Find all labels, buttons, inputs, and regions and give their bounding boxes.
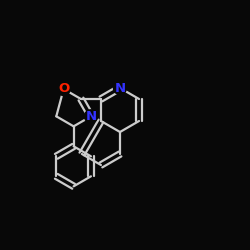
Text: N: N	[114, 82, 126, 94]
Circle shape	[57, 82, 70, 96]
Circle shape	[114, 82, 126, 94]
Text: N: N	[86, 110, 96, 123]
Text: O: O	[58, 82, 69, 96]
Circle shape	[84, 110, 98, 123]
